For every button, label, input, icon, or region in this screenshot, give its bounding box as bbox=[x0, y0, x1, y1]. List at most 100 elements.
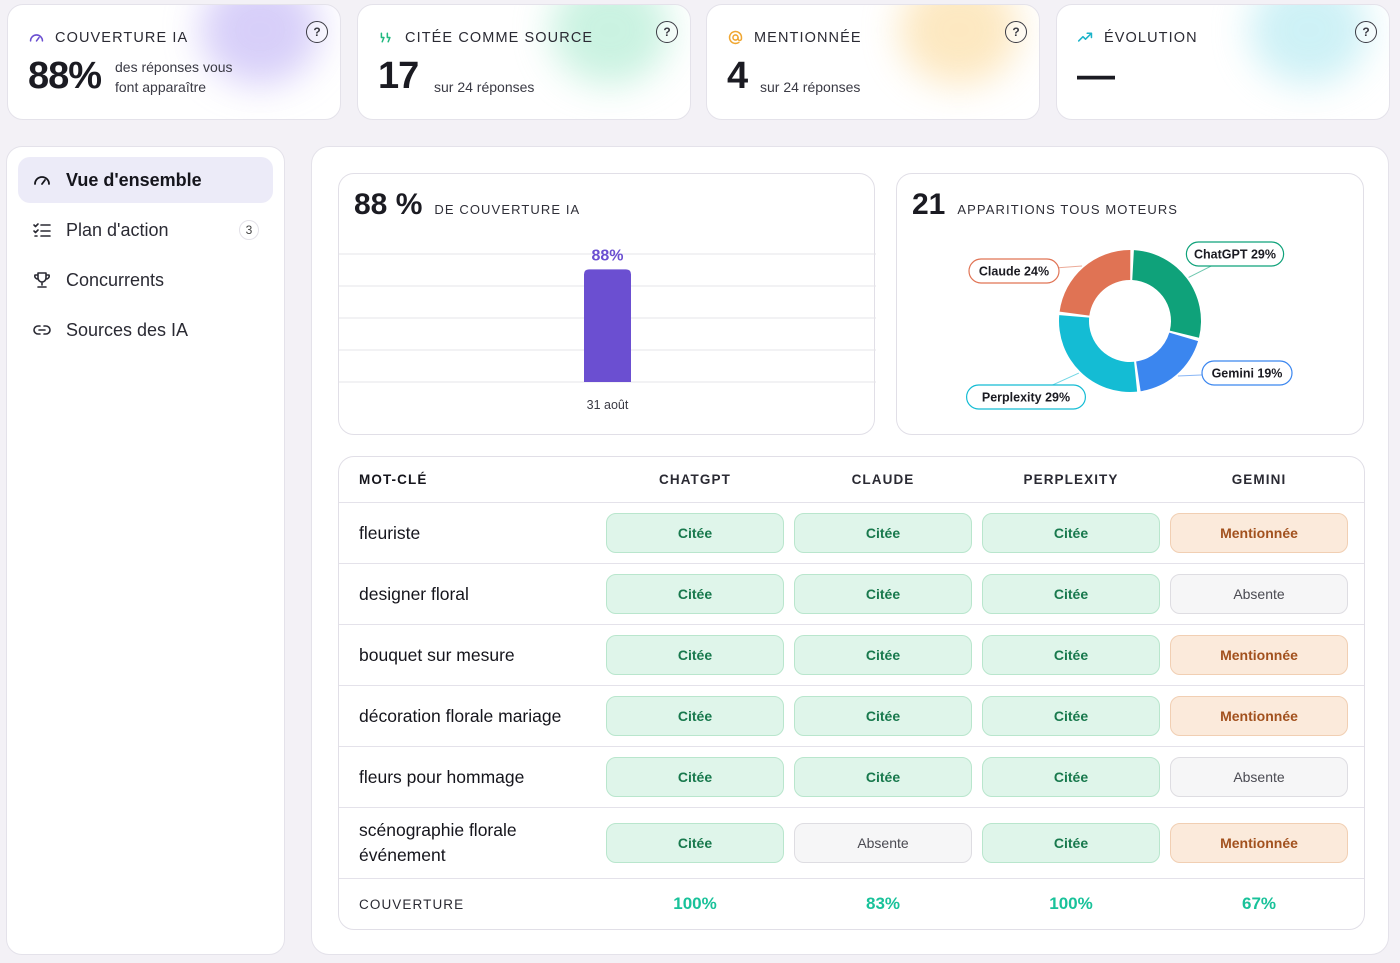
status-cell: Citée bbox=[601, 696, 789, 736]
column-header-gemini[interactable]: GEMINI bbox=[1231, 472, 1287, 487]
table-header: MOT-CLÉ CHATGPT CLAUDE PERPLEXITY GEMINI bbox=[339, 457, 1364, 503]
status-badge: Mentionnée bbox=[1170, 635, 1348, 675]
coverage-footer-value: 100% bbox=[1049, 894, 1093, 913]
link-icon bbox=[33, 325, 51, 335]
kpi-subtext-line: font apparaître bbox=[115, 79, 207, 95]
status-cell: Citée bbox=[601, 513, 789, 553]
kpi-subtext: des réponses vous font apparaître bbox=[115, 57, 233, 97]
status-cell: Citée bbox=[977, 513, 1165, 553]
status-badge: Citée bbox=[794, 635, 972, 675]
sidebar-item-label: Sources des IA bbox=[66, 319, 189, 340]
status-badge: Mentionnée bbox=[1170, 513, 1348, 553]
status-badge: Citée bbox=[794, 513, 972, 553]
table-footer: COUVERTURE 100% 83% 100% 67% bbox=[339, 879, 1364, 929]
status-badge: Citée bbox=[794, 696, 972, 736]
status-badge: Citée bbox=[606, 696, 784, 736]
kpi-value: 4 bbox=[727, 55, 748, 97]
help-icon[interactable]: ? bbox=[306, 21, 328, 43]
status-badge: Citée bbox=[982, 757, 1160, 797]
sidebar-item-label: Plan d'action bbox=[66, 219, 169, 240]
coverage-bar-chart: 88% 31 août bbox=[339, 247, 876, 412]
gauge-icon bbox=[34, 176, 50, 185]
table-body: fleuriste Citée Citée Citée Mentionnée design… bbox=[339, 503, 1364, 879]
donut-slice[interactable] bbox=[1132, 250, 1201, 338]
column-header-perplexity[interactable]: PERPLEXITY bbox=[1023, 472, 1119, 487]
status-cell: Citée bbox=[601, 823, 789, 863]
sidebar-item-label: Vue d'ensemble bbox=[66, 169, 202, 190]
sidebar-item-label: Concurrents bbox=[66, 269, 165, 290]
keyword-cell: scénographie florale événement bbox=[359, 820, 517, 865]
keyword-cell: décoration florale mariage bbox=[359, 705, 562, 726]
status-badge: Absente bbox=[1170, 757, 1348, 797]
slice-label-pill bbox=[1185, 241, 1285, 267]
column-header-claude[interactable]: CLAUDE bbox=[851, 472, 915, 487]
help-icon[interactable]: ? bbox=[1005, 21, 1027, 43]
sidebar-item-action-plan[interactable]: Plan d'action 3 bbox=[18, 207, 273, 253]
status-cell: Citée bbox=[601, 757, 789, 797]
slice-data-label: Claude 24% bbox=[979, 265, 1049, 279]
bar[interactable] bbox=[584, 269, 631, 382]
table-row: scénographie florale événement Citée Absen… bbox=[339, 808, 1364, 879]
coverage-label: DE COUVERTURE IA bbox=[434, 202, 581, 217]
kpi-subtext-line: des réponses vous bbox=[115, 59, 233, 75]
status-cell: Citée bbox=[789, 513, 977, 553]
status-badge: Citée bbox=[606, 635, 784, 675]
slice-data-label: ChatGPT 29% bbox=[1194, 248, 1276, 262]
status-badge: Citée bbox=[794, 574, 972, 614]
status-cell: Absente bbox=[789, 823, 977, 863]
kpi-label: MENTIONNÉE bbox=[754, 29, 862, 46]
status-cell: Citée bbox=[789, 757, 977, 797]
status-cell: Citée bbox=[789, 696, 977, 736]
status-badge: Citée bbox=[606, 823, 784, 863]
status-cell: Citée bbox=[977, 574, 1165, 614]
status-badge: Citée bbox=[794, 757, 972, 797]
status-cell: Absente bbox=[1165, 757, 1353, 797]
sidebar-item-overview[interactable]: Vue d'ensemble bbox=[18, 157, 273, 203]
status-badge: Citée bbox=[982, 696, 1160, 736]
column-header-keyword: MOT-CLÉ bbox=[359, 472, 428, 487]
status-cell: Citée bbox=[601, 574, 789, 614]
kpi-value: — bbox=[1077, 55, 1115, 97]
bar-data-label: 88% bbox=[591, 247, 623, 264]
trophy-icon bbox=[34, 272, 50, 288]
status-cell: Absente bbox=[1165, 574, 1353, 614]
status-cell: Citée bbox=[789, 635, 977, 675]
status-badge: Citée bbox=[606, 757, 784, 797]
slice-data-label: Gemini 19% bbox=[1212, 367, 1283, 381]
status-cell: Citée bbox=[977, 757, 1165, 797]
help-icon[interactable]: ? bbox=[656, 21, 678, 43]
donut-slice[interactable] bbox=[1059, 250, 1131, 316]
kpi-subtext: sur 24 réponses bbox=[434, 79, 535, 95]
coverage-footer-value: 67% bbox=[1241, 894, 1277, 913]
quote-icon bbox=[380, 32, 391, 43]
engines-label: APPARITIONS TOUS MOTEURS bbox=[957, 202, 1179, 217]
column-header-chatgpt[interactable]: CHATGPT bbox=[659, 472, 731, 487]
kpi-label: ÉVOLUTION bbox=[1104, 29, 1198, 46]
table-row: fleurs pour hommage Citée Citée Citée Absent… bbox=[339, 747, 1364, 808]
status-badge: Citée bbox=[606, 574, 784, 614]
coverage-footer-value: 83% bbox=[865, 894, 901, 913]
engines-donut-chart: ChatGPT 29% Gemini 19% Perplexity 29% Claud… bbox=[965, 241, 1293, 410]
donut-slice[interactable] bbox=[1136, 332, 1199, 392]
sidebar-item-competitors[interactable]: Concurrents bbox=[18, 257, 273, 303]
coverage-value: 88 % bbox=[354, 188, 423, 221]
help-icon[interactable]: ? bbox=[1355, 21, 1377, 43]
count-badge: 3 bbox=[239, 220, 259, 240]
slice-label-pill bbox=[968, 258, 1060, 284]
kpi-label: COUVERTURE IA bbox=[55, 29, 189, 46]
status-badge: Citée bbox=[982, 513, 1160, 553]
status-cell: Citée bbox=[977, 696, 1165, 736]
status-badge: Citée bbox=[982, 823, 1160, 863]
table-row: designer floral Citée Citée Citée Absente bbox=[339, 564, 1364, 625]
donut-slice[interactable] bbox=[1059, 315, 1138, 392]
slice-label-pill bbox=[1201, 360, 1293, 386]
status-badge: Citée bbox=[982, 635, 1160, 675]
keyword-cell: designer floral bbox=[359, 583, 469, 604]
sidebar-item-ai-sources[interactable]: Sources des IA bbox=[18, 307, 273, 353]
kpi-card-mentioned: MENTIONNÉE ? 4 sur 24 réponses bbox=[706, 4, 1040, 120]
status-cell: Mentionnée bbox=[1165, 696, 1353, 736]
coverage-footer-value: 100% bbox=[673, 894, 717, 913]
checklist-icon bbox=[33, 223, 51, 237]
x-tick-label: 31 août bbox=[587, 398, 629, 412]
engines-chart-card: 21 APPARITIONS TOUS MOTEURS ChatGPT 29% G… bbox=[896, 173, 1364, 435]
